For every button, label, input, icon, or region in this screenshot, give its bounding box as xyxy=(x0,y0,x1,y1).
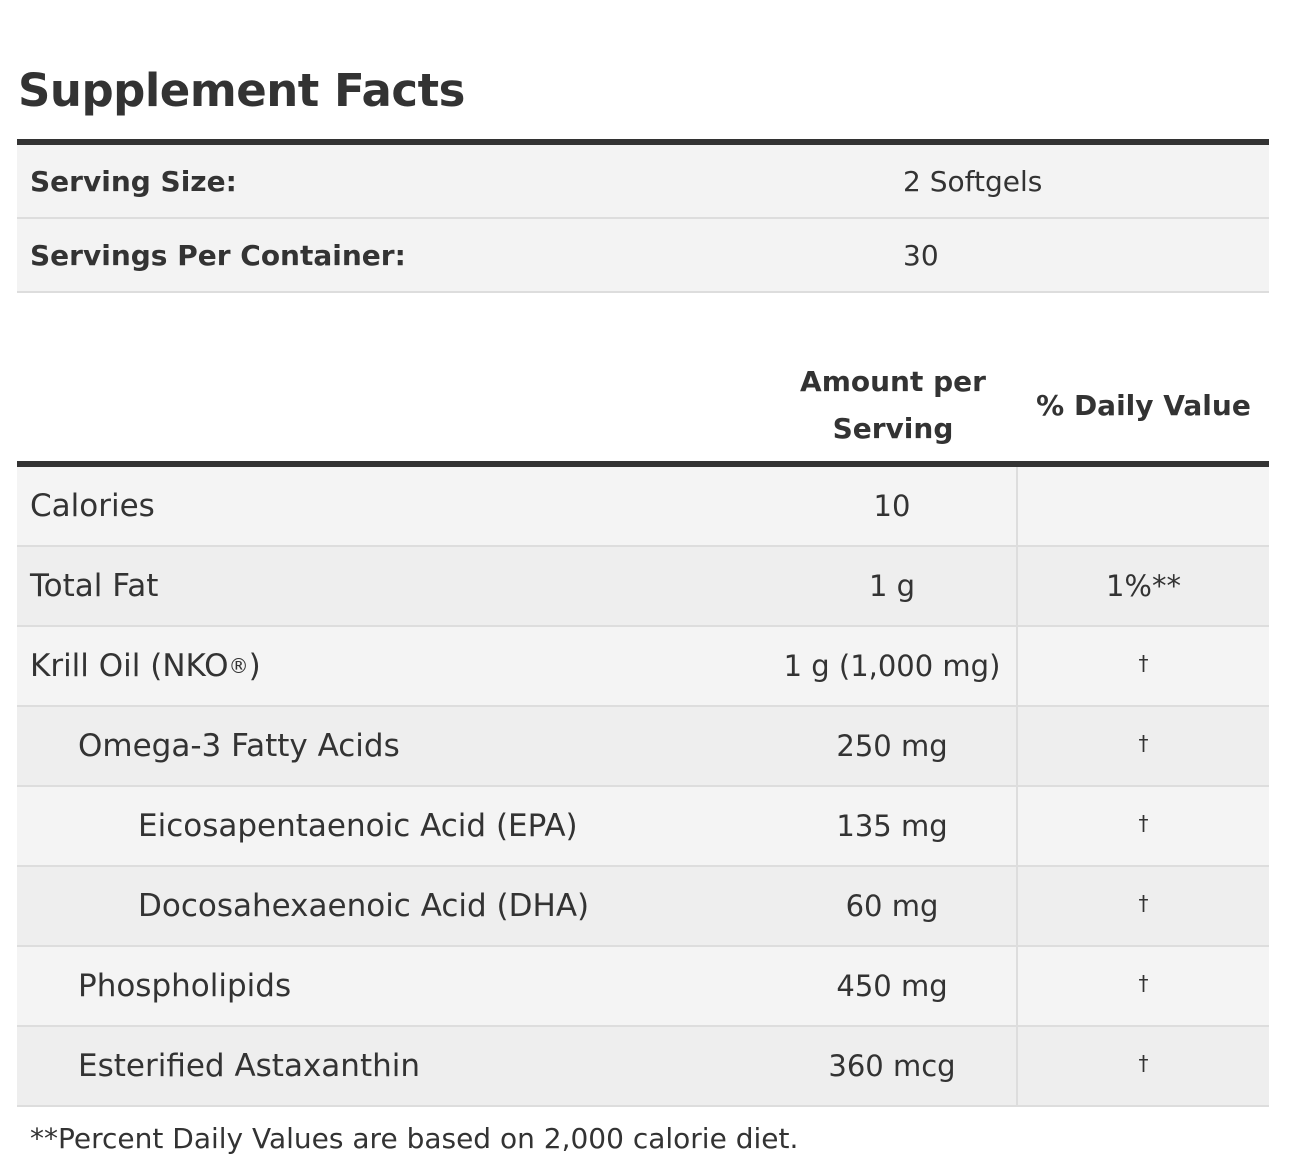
nutrient-amount: 1 g xyxy=(768,547,1018,625)
table-row: Eicosapentaenoic Acid (EPA) 135 mg † xyxy=(17,787,1269,867)
serving-size-value: 2 Softgels xyxy=(903,164,1043,198)
nutrient-name: Calories xyxy=(30,488,155,524)
nutrient-daily-value xyxy=(1018,467,1269,545)
nutrient-amount: 450 mg xyxy=(768,947,1018,1025)
nutrient-name: Docosahexaenoic Acid (DHA) xyxy=(138,888,590,924)
nutrient-daily-value: † xyxy=(1138,891,1149,915)
daily-value-footnote: **Percent Daily Values are based on 2,00… xyxy=(30,1122,799,1155)
serving-size-row: Serving Size: 2 Softgels xyxy=(17,145,1269,219)
nutrient-daily-value: † xyxy=(1138,731,1149,755)
serving-size-label: Serving Size: xyxy=(30,164,237,198)
nutrient-daily-value: † xyxy=(1138,971,1149,995)
nutrient-daily-value: † xyxy=(1138,1051,1149,1075)
nutrient-name: Omega-3 Fatty Acids xyxy=(78,728,400,764)
amount-per-serving-header: Amount per Serving xyxy=(768,358,1018,452)
table-row: Total Fat 1 g 1%** xyxy=(17,547,1269,627)
nutrient-amount: 10 xyxy=(768,467,1018,545)
servings-per-container-row: Servings Per Container: 30 xyxy=(17,219,1269,293)
table-row: Esterified Astaxanthin 360 mcg † xyxy=(17,1027,1269,1107)
nutrient-table: Calories 10 Total Fat 1 g 1%** Krill Oil… xyxy=(17,461,1269,1107)
nutrient-name: Phospholipids xyxy=(78,968,292,1004)
table-row: Krill Oil (NKO ®) 1 g (1,000 mg) † xyxy=(17,627,1269,707)
amount-header-line2: Serving xyxy=(832,412,954,445)
table-row: Docosahexaenoic Acid (DHA) 60 mg † xyxy=(17,867,1269,947)
serving-info-table: Serving Size: 2 Softgels Servings Per Co… xyxy=(17,139,1269,293)
table-row: Phospholipids 450 mg † xyxy=(17,947,1269,1027)
table-row: Calories 10 xyxy=(17,467,1269,547)
table-row: Omega-3 Fatty Acids 250 mg † xyxy=(17,707,1269,787)
nutrient-amount: 1 g (1,000 mg) xyxy=(768,627,1018,705)
nutrient-amount: 60 mg xyxy=(768,867,1018,945)
nutrient-name-suffix: ) xyxy=(248,648,261,684)
nutrient-daily-value: 1%** xyxy=(1105,569,1181,603)
servings-per-container-value: 30 xyxy=(903,238,939,272)
nutrient-name-group: Krill Oil (NKO ®) xyxy=(30,648,261,684)
servings-per-container-label: Servings Per Container: xyxy=(30,238,406,272)
nutrient-name: Eicosapentaenoic Acid (EPA) xyxy=(138,808,578,844)
nutrient-daily-value: † xyxy=(1138,651,1149,675)
nutrient-name: Esterified Astaxanthin xyxy=(78,1048,421,1084)
nutrient-name: Total Fat xyxy=(30,568,159,604)
amount-header-line1: Amount per xyxy=(800,365,986,398)
daily-value-header: % Daily Value xyxy=(1036,388,1251,422)
nutrient-amount: 360 mcg xyxy=(768,1027,1018,1105)
nutrient-amount: 250 mg xyxy=(768,707,1018,785)
page-title: Supplement Facts xyxy=(18,64,465,117)
nutrient-daily-value: † xyxy=(1138,811,1149,835)
nutrient-amount: 135 mg xyxy=(768,787,1018,865)
nutrient-name: Krill Oil (NKO xyxy=(30,648,229,684)
nutrient-table-header: Amount per Serving % Daily Value xyxy=(17,350,1269,460)
